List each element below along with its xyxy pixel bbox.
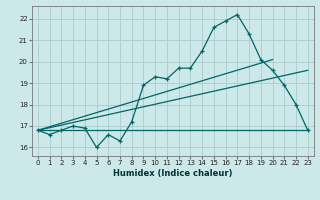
- X-axis label: Humidex (Indice chaleur): Humidex (Indice chaleur): [113, 169, 233, 178]
